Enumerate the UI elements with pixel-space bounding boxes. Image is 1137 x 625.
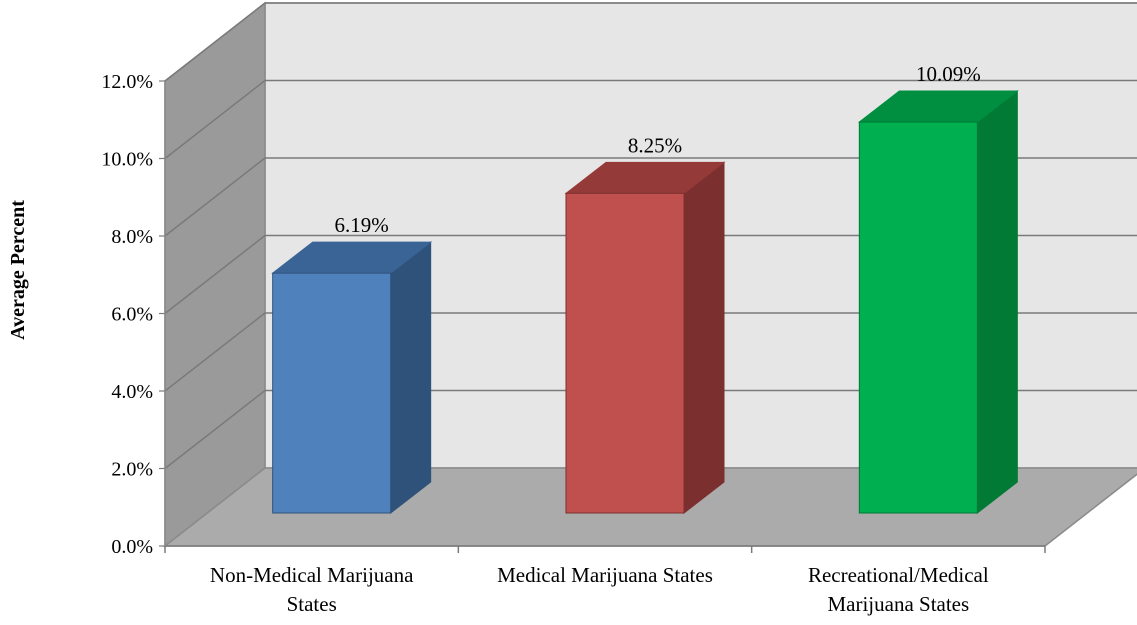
bar-2 — [857, 89, 1019, 515]
gridline-side — [164, 389, 266, 470]
x-tick-label: Non-Medical Marijuana States — [210, 563, 414, 616]
x-tick-label: Medical Marijuana States — [497, 563, 713, 587]
y-axis-label: Average Percent — [7, 200, 29, 340]
y-tick-label: 6.0% — [111, 304, 153, 326]
x-tick-label-line: Recreational/Medical — [808, 563, 989, 587]
x-axis-ticks: Non-Medical Marijuana States Medical Marij… — [210, 563, 989, 616]
bar-1 — [564, 161, 726, 515]
x-tick-label: Recreational/Medical Marijuana States — [808, 563, 989, 616]
y-tick-label: 10.0% — [101, 149, 153, 171]
bar-front-face — [565, 192, 685, 514]
bar-front-face — [858, 121, 978, 514]
y-tick-label: 8.0% — [111, 226, 153, 248]
data-label: 8.25% — [628, 133, 682, 157]
bars — [271, 89, 1019, 515]
data-label: 10.09% — [916, 62, 981, 86]
data-label: 6.19% — [335, 213, 389, 237]
bar-0 — [271, 241, 433, 515]
gridline-side — [164, 157, 266, 237]
gridline-side — [164, 312, 266, 392]
y-tick-label: 4.0% — [111, 381, 153, 403]
x-tick-label-line: Medical Marijuana States — [497, 563, 713, 587]
y-tick-label: 0.0% — [111, 536, 153, 558]
bar-side-face — [390, 241, 432, 515]
gridline-side — [164, 2, 266, 82]
bar-side-face — [683, 161, 725, 515]
bar-front-face — [272, 272, 392, 514]
gridline-side — [164, 234, 266, 315]
gridline-side — [164, 79, 266, 160]
x-tick-label-line: States — [287, 592, 337, 616]
data-labels: 6.19% 8.25% 10.09% — [335, 62, 981, 237]
x-tick-label-line: Non-Medical Marijuana — [210, 563, 414, 587]
x-tick-label-line: Marijuana States — [827, 592, 969, 616]
y-axis-ticks: 0.0% 2.0% 4.0% 6.0% 8.0% 10.0% 12.0% — [101, 71, 166, 558]
y-tick-label: 12.0% — [101, 71, 153, 93]
bar-side-face — [976, 89, 1018, 515]
x-axis — [164, 545, 1046, 553]
y-tick-label: 2.0% — [111, 459, 153, 481]
